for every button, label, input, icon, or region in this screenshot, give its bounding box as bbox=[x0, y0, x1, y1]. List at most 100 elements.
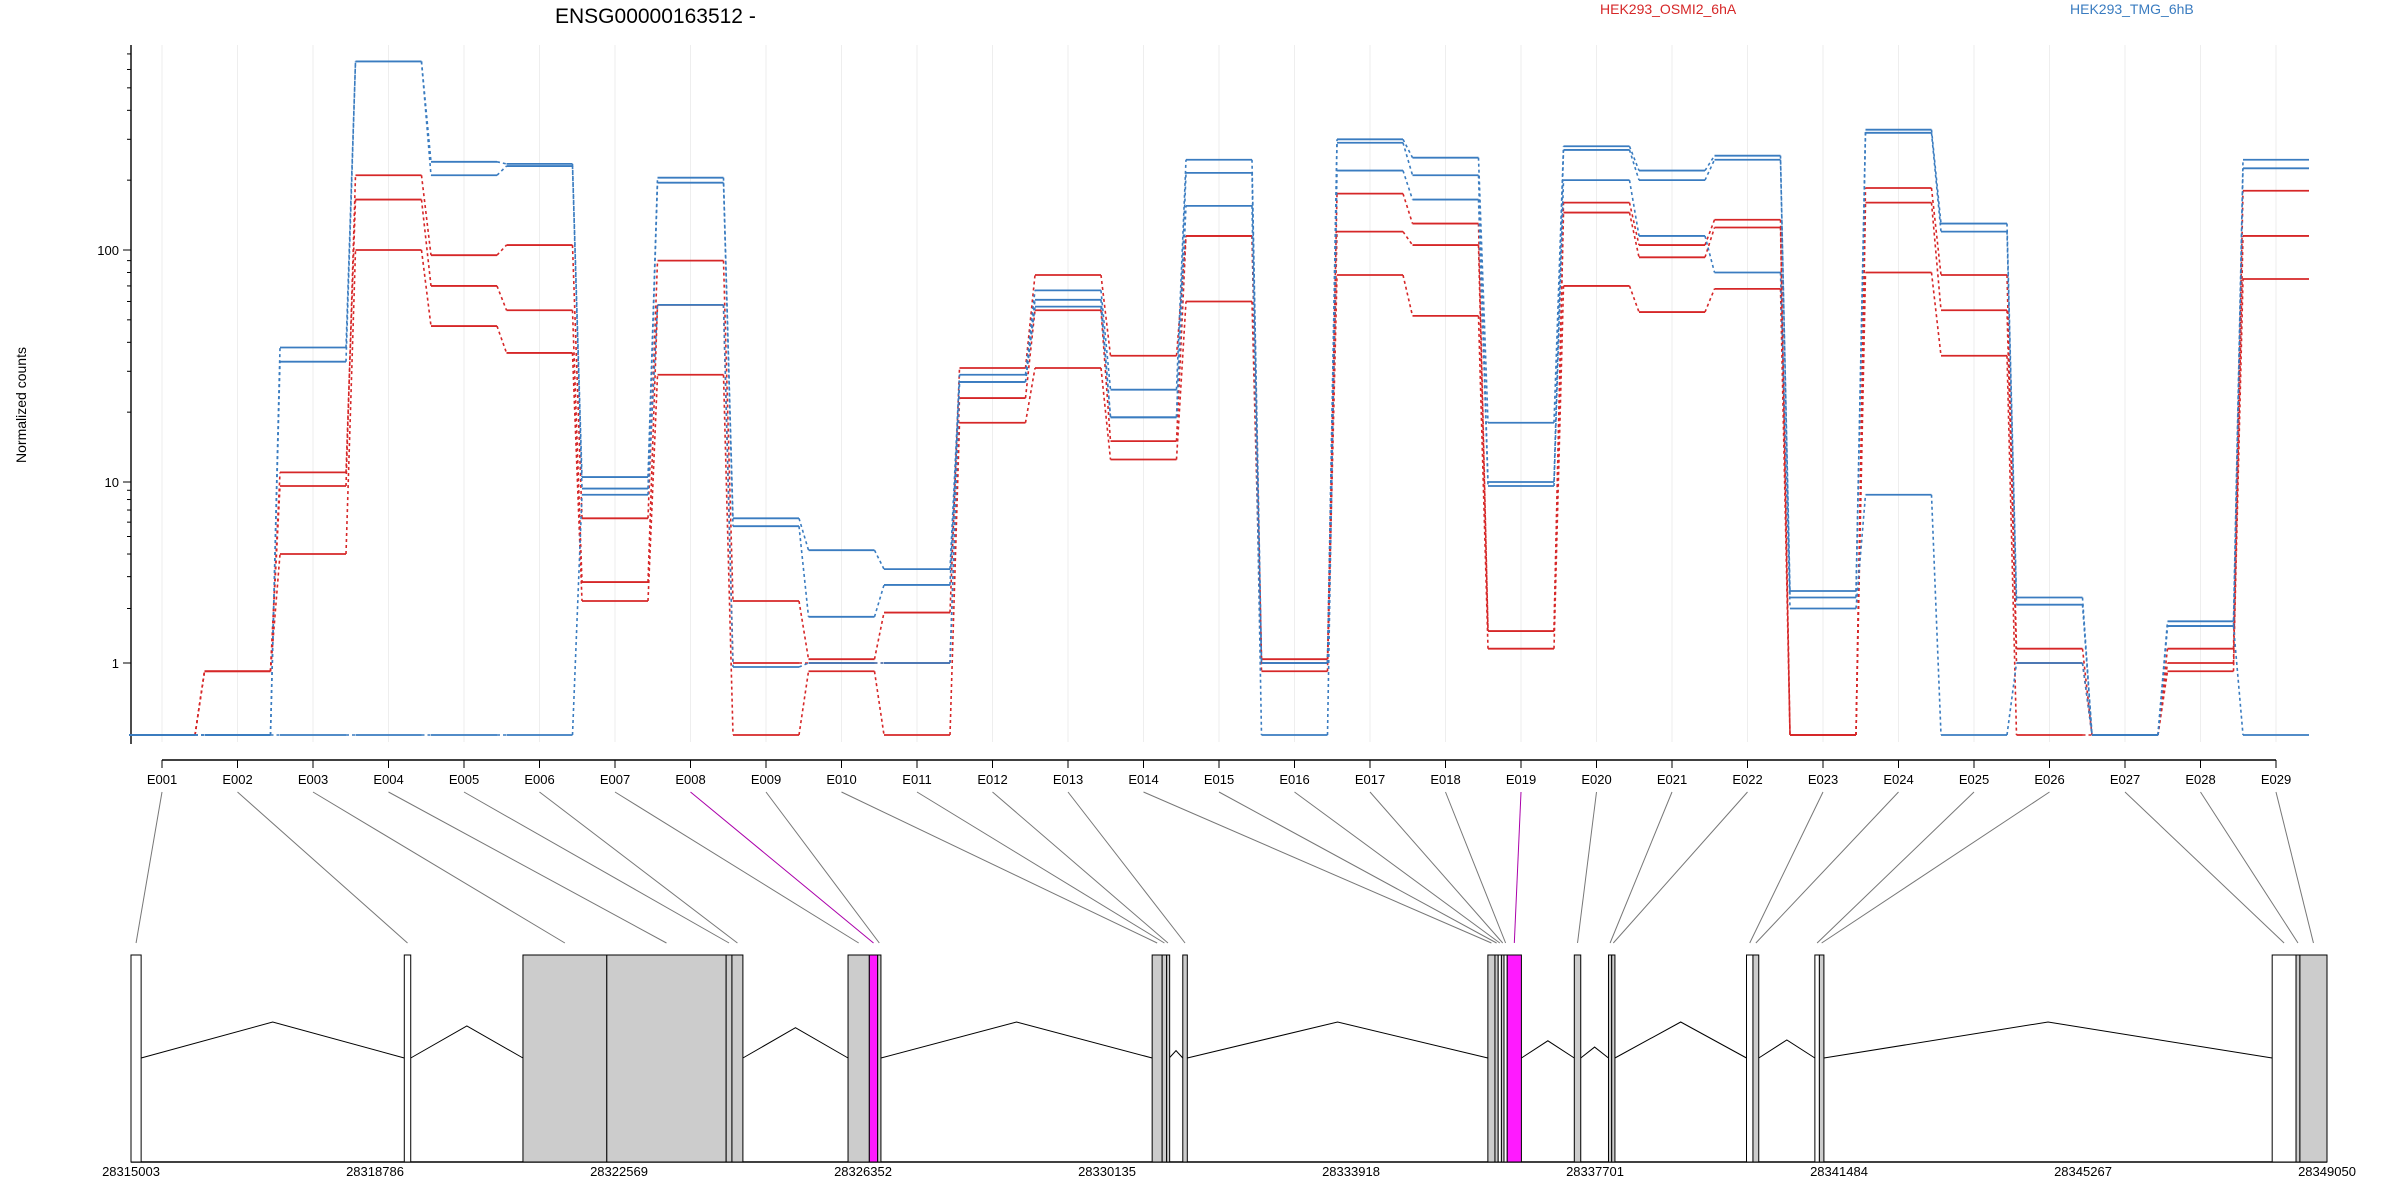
intron-line bbox=[880, 1021, 1153, 1059]
genome-tick-label: 28322569 bbox=[590, 1164, 648, 1179]
x-tick-label-e014: E014 bbox=[1128, 772, 1158, 787]
exon-box-e011 bbox=[1161, 954, 1168, 1163]
series-connector-segment bbox=[722, 374, 734, 736]
x-tick-label-e002: E002 bbox=[222, 772, 252, 787]
series-connector-segment bbox=[194, 671, 206, 736]
series-connector-segment bbox=[1477, 245, 1489, 632]
x-tick-label-e029: E029 bbox=[2261, 772, 2291, 787]
series-connector-segment bbox=[722, 304, 734, 668]
y-axis-label: Normalized counts bbox=[13, 347, 29, 463]
series-connector-segment bbox=[269, 361, 281, 736]
legend-label-osmi2: HEK293_OSMI2_6hA bbox=[1600, 1, 1737, 17]
series-connector-segment bbox=[1175, 301, 1187, 460]
connector-e011 bbox=[916, 791, 1165, 944]
x-tick-label-e006: E006 bbox=[524, 772, 554, 787]
series-connector-segment bbox=[2081, 604, 2093, 736]
chart-title: ENSG00000163512 - bbox=[555, 5, 756, 28]
series-connector-segment bbox=[1326, 275, 1338, 672]
series-connector-segment bbox=[1855, 272, 1867, 736]
exon-box-e020 bbox=[1573, 954, 1582, 1163]
series-connector-segment bbox=[345, 175, 357, 487]
x-tick-label-e010: E010 bbox=[826, 772, 856, 787]
x-tick-label-e018: E018 bbox=[1430, 772, 1460, 787]
series-connector-segment bbox=[1628, 149, 1640, 181]
genome-tick-label: 28326352 bbox=[834, 1164, 892, 1179]
intron-line bbox=[140, 1021, 405, 1059]
exon-box-e010 bbox=[1151, 954, 1163, 1163]
series-connector-segment bbox=[571, 494, 583, 736]
connector-e026 bbox=[1821, 791, 2050, 944]
series-connector-segment bbox=[2232, 235, 2244, 664]
exon-box-e006 bbox=[731, 954, 744, 1163]
connector-e027 bbox=[2124, 791, 2285, 944]
series-connector-segment bbox=[496, 161, 507, 165]
x-tick-label-e004: E004 bbox=[373, 772, 403, 787]
series-connector-segment bbox=[1402, 193, 1414, 224]
connector-e003 bbox=[312, 791, 566, 944]
intron-line bbox=[1521, 1040, 1575, 1059]
series-connector-segment bbox=[1628, 145, 1640, 171]
series-connector-segment bbox=[1779, 159, 1791, 598]
connector-e017 bbox=[1369, 791, 1504, 944]
series-connector-segment bbox=[798, 671, 810, 736]
series-connector-segment bbox=[1100, 306, 1112, 418]
series-connector-segment bbox=[496, 165, 508, 176]
intron-line bbox=[742, 1027, 849, 1059]
series-connector-segment bbox=[1779, 272, 1791, 609]
x-tick-label-e017: E017 bbox=[1355, 772, 1385, 787]
series-connector-segment bbox=[1553, 149, 1565, 483]
series-connector-segment bbox=[345, 249, 357, 555]
exon-box-e009 bbox=[877, 954, 882, 1163]
series-connector-segment bbox=[1628, 202, 1640, 246]
connector-e009 bbox=[765, 791, 880, 944]
x-tick-label-e026: E026 bbox=[2034, 772, 2064, 787]
series-connector-segment bbox=[1175, 159, 1187, 390]
series-connector-segment bbox=[1402, 274, 1414, 317]
genome-tick-label: 28341484 bbox=[1810, 1164, 1868, 1179]
genome-tick-label: 28330135 bbox=[1078, 1164, 1136, 1179]
exon-box-e003 bbox=[522, 954, 608, 1163]
series-connector-segment bbox=[269, 553, 281, 672]
exon-box-e004 bbox=[606, 954, 727, 1163]
series-connector-segment bbox=[1024, 310, 1036, 399]
x-tick-label-e011: E011 bbox=[902, 772, 931, 787]
series-connector-segment bbox=[1704, 159, 1716, 181]
series-connector-segment bbox=[420, 199, 432, 287]
series-connector-segment bbox=[1477, 315, 1489, 649]
exon-box-e019 bbox=[1506, 954, 1522, 1163]
connector-e008 bbox=[690, 791, 874, 944]
x-tick-label-e013: E013 bbox=[1053, 772, 1083, 787]
x-tick-label-e023: E023 bbox=[1808, 772, 1838, 787]
exon-box-e007 bbox=[847, 954, 870, 1163]
exon-box-e013 bbox=[1182, 954, 1188, 1163]
series-connector-segment bbox=[1024, 306, 1036, 383]
series-connector-segment bbox=[873, 671, 885, 736]
axes: 1 10 100 E001 E002 E003 E004 E005 E006 E007 E008 E0… bbox=[97, 45, 2291, 787]
exon-box-e028 bbox=[2295, 954, 2301, 1163]
series-connector-segment bbox=[1477, 223, 1489, 632]
series-connector-segment bbox=[949, 422, 961, 736]
connector-e025 bbox=[1816, 791, 1975, 944]
x-tick-label-e012: E012 bbox=[977, 772, 1007, 787]
genome-tick-label: 28318786 bbox=[346, 1164, 404, 1179]
series-connector-segment bbox=[2232, 625, 2244, 736]
series-connector-segment bbox=[1553, 212, 1565, 632]
series-connector-segment bbox=[1779, 288, 1791, 736]
exon-box-e012 bbox=[1166, 954, 1171, 1163]
genome-tick-label: 28337701 bbox=[1566, 1164, 1624, 1179]
x-tick-label-e007: E007 bbox=[600, 772, 630, 787]
series-connector-segment bbox=[647, 304, 659, 495]
x-tick-label-e003: E003 bbox=[298, 772, 328, 787]
series-connector-segment bbox=[1930, 129, 1942, 224]
connector-e012 bbox=[992, 791, 1169, 944]
series-connector-segment bbox=[345, 61, 357, 362]
intron-line bbox=[1614, 1021, 1747, 1059]
series-connector-segment bbox=[1175, 205, 1187, 418]
connector-e006 bbox=[539, 791, 738, 944]
connector-e024 bbox=[1755, 791, 1899, 944]
x-tick-label-e025: E025 bbox=[1959, 772, 1989, 787]
intron-line bbox=[1758, 1039, 1816, 1059]
y-tick-label: 10 bbox=[105, 475, 119, 490]
exon-connectors bbox=[135, 791, 2314, 944]
